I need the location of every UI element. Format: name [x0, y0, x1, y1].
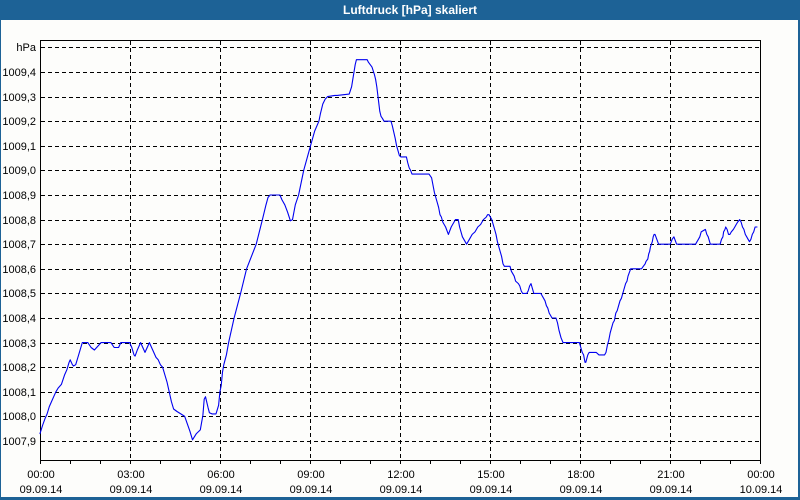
svg-text:1008,3: 1008,3 — [2, 338, 36, 350]
svg-text:03:00: 03:00 — [117, 469, 145, 481]
svg-text:1008,4: 1008,4 — [2, 313, 36, 325]
svg-text:09:00: 09:00 — [297, 469, 325, 481]
svg-text:1008,6: 1008,6 — [2, 264, 36, 276]
svg-text:21:00: 21:00 — [657, 469, 685, 481]
svg-text:09.09.14: 09.09.14 — [290, 484, 333, 496]
svg-text:09.09.14: 09.09.14 — [380, 484, 423, 496]
svg-text:12:00: 12:00 — [387, 469, 415, 481]
svg-text:00:00: 00:00 — [747, 469, 775, 481]
svg-text:1009,2: 1009,2 — [2, 116, 36, 128]
svg-text:18:00: 18:00 — [567, 469, 595, 481]
svg-text:1008,8: 1008,8 — [2, 215, 36, 227]
svg-text:1009,1: 1009,1 — [2, 141, 36, 153]
svg-text:1009,3: 1009,3 — [2, 92, 36, 104]
svg-text:09.09.14: 09.09.14 — [110, 484, 153, 496]
svg-text:1008,7: 1008,7 — [2, 239, 36, 251]
svg-text:09.09.14: 09.09.14 — [650, 484, 693, 496]
svg-text:06:00: 06:00 — [207, 469, 235, 481]
svg-text:15:00: 15:00 — [477, 469, 505, 481]
svg-text:09.09.14: 09.09.14 — [20, 484, 63, 496]
svg-text:00:00: 00:00 — [27, 469, 55, 481]
svg-text:1008,5: 1008,5 — [2, 288, 36, 300]
svg-text:1007,9: 1007,9 — [2, 436, 36, 448]
svg-text:1009,4: 1009,4 — [2, 67, 36, 79]
svg-text:1009,0: 1009,0 — [2, 165, 36, 177]
svg-text:10.09.14: 10.09.14 — [740, 484, 783, 496]
svg-text:1008,1: 1008,1 — [2, 387, 36, 399]
svg-text:hPa: hPa — [16, 42, 36, 54]
svg-text:1008,2: 1008,2 — [2, 362, 36, 374]
svg-text:09.09.14: 09.09.14 — [470, 484, 513, 496]
svg-text:09.09.14: 09.09.14 — [560, 484, 603, 496]
svg-text:1008,0: 1008,0 — [2, 411, 36, 423]
svg-text:1008,9: 1008,9 — [2, 190, 36, 202]
svg-text:09.09.14: 09.09.14 — [200, 484, 243, 496]
